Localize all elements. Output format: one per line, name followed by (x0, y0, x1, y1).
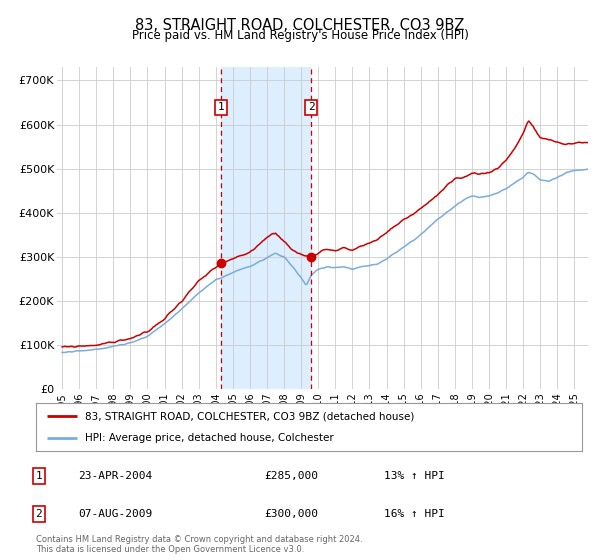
Text: 2: 2 (35, 509, 43, 519)
Text: 1: 1 (35, 471, 43, 481)
Text: Price paid vs. HM Land Registry's House Price Index (HPI): Price paid vs. HM Land Registry's House … (131, 29, 469, 42)
Text: 2: 2 (308, 102, 314, 113)
Text: 16% ↑ HPI: 16% ↑ HPI (384, 509, 445, 519)
Text: 83, STRAIGHT ROAD, COLCHESTER, CO3 9BZ: 83, STRAIGHT ROAD, COLCHESTER, CO3 9BZ (136, 18, 464, 33)
Text: £285,000: £285,000 (264, 471, 318, 481)
Text: Contains HM Land Registry data © Crown copyright and database right 2024.
This d: Contains HM Land Registry data © Crown c… (36, 535, 362, 554)
Text: HPI: Average price, detached house, Colchester: HPI: Average price, detached house, Colc… (85, 433, 334, 443)
Text: 13% ↑ HPI: 13% ↑ HPI (384, 471, 445, 481)
Text: 1: 1 (218, 102, 224, 113)
Text: 23-APR-2004: 23-APR-2004 (78, 471, 152, 481)
Text: £300,000: £300,000 (264, 509, 318, 519)
Text: 07-AUG-2009: 07-AUG-2009 (78, 509, 152, 519)
Text: 83, STRAIGHT ROAD, COLCHESTER, CO3 9BZ (detached house): 83, STRAIGHT ROAD, COLCHESTER, CO3 9BZ (… (85, 411, 415, 421)
Bar (221, 67, 311, 389)
